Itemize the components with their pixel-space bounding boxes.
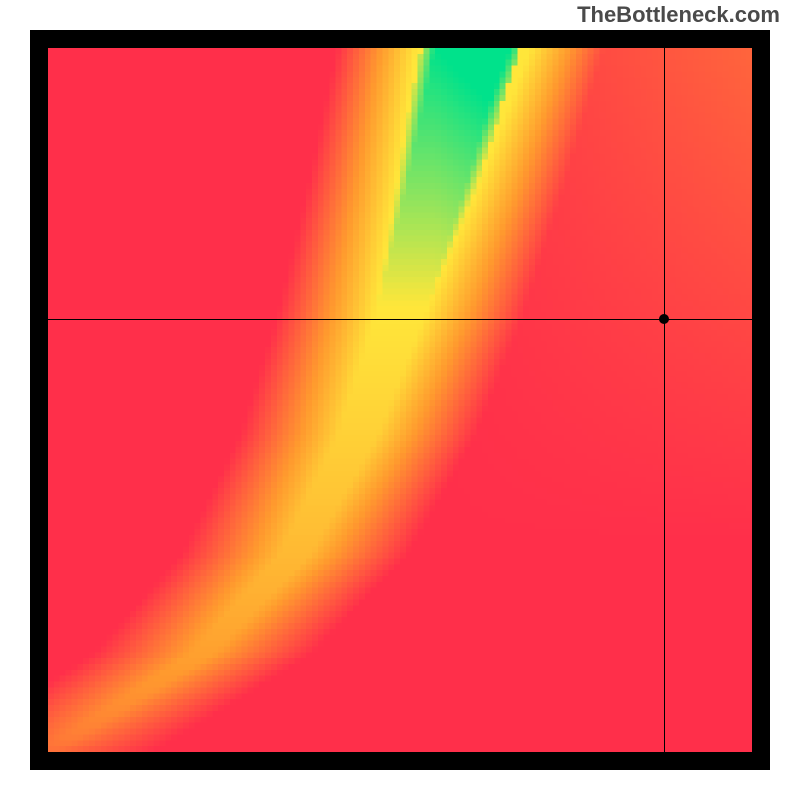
crosshair-marker-dot (659, 314, 669, 324)
plot-area (48, 48, 752, 752)
heatmap-canvas (48, 48, 752, 752)
crosshair-horizontal (48, 319, 752, 320)
watermark-text: TheBottleneck.com (577, 2, 780, 28)
crosshair-vertical (664, 48, 665, 752)
plot-frame (30, 30, 770, 770)
